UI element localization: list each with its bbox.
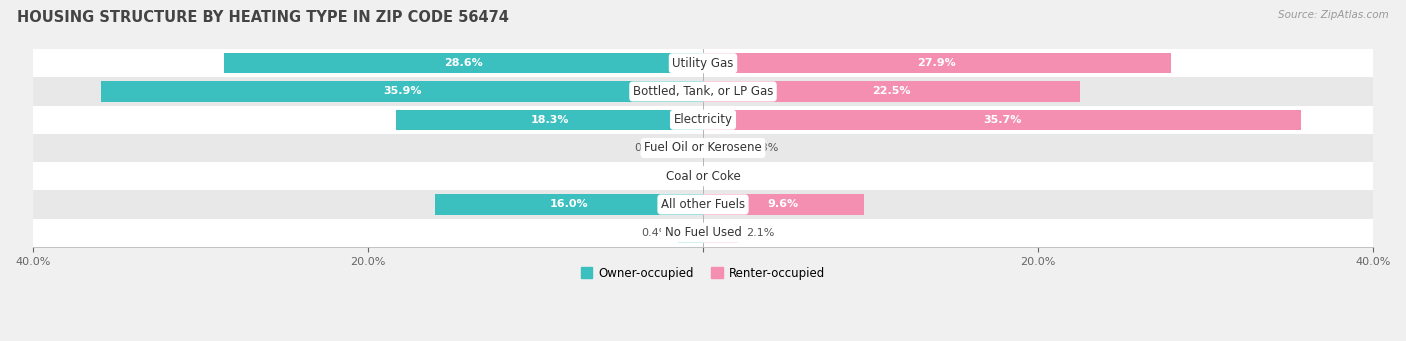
Text: 22.5%: 22.5% <box>872 87 911 97</box>
Bar <box>703 81 1080 102</box>
Bar <box>32 49 1374 77</box>
Bar <box>32 162 1374 190</box>
Bar <box>32 219 1374 247</box>
Text: 2.3%: 2.3% <box>749 143 779 153</box>
Bar <box>32 134 1374 162</box>
Bar <box>32 77 1374 106</box>
Text: 18.3%: 18.3% <box>530 115 569 125</box>
Bar <box>703 194 863 214</box>
Text: 0.0%: 0.0% <box>711 171 740 181</box>
Bar <box>703 109 1302 130</box>
Legend: Owner-occupied, Renter-occupied: Owner-occupied, Renter-occupied <box>576 262 830 284</box>
Text: 0.0%: 0.0% <box>666 171 695 181</box>
Bar <box>32 190 1374 219</box>
Text: HOUSING STRUCTURE BY HEATING TYPE IN ZIP CODE 56474: HOUSING STRUCTURE BY HEATING TYPE IN ZIP… <box>17 10 509 25</box>
Bar <box>678 138 703 158</box>
Bar <box>703 138 741 158</box>
Text: 35.9%: 35.9% <box>382 87 422 97</box>
Bar <box>32 106 1374 134</box>
Bar <box>678 223 703 243</box>
Text: 27.9%: 27.9% <box>917 58 956 68</box>
Text: 9.6%: 9.6% <box>768 199 799 209</box>
Text: 2.1%: 2.1% <box>747 228 775 238</box>
Bar <box>703 223 738 243</box>
Text: Fuel Oil or Kerosene: Fuel Oil or Kerosene <box>644 142 762 154</box>
Text: 28.6%: 28.6% <box>444 58 482 68</box>
Bar <box>434 194 703 214</box>
Text: All other Fuels: All other Fuels <box>661 198 745 211</box>
Text: Utility Gas: Utility Gas <box>672 57 734 70</box>
Text: 16.0%: 16.0% <box>550 199 588 209</box>
Text: Bottled, Tank, or LP Gas: Bottled, Tank, or LP Gas <box>633 85 773 98</box>
Text: Electricity: Electricity <box>673 113 733 126</box>
Text: Coal or Coke: Coal or Coke <box>665 170 741 183</box>
Bar <box>101 81 703 102</box>
Bar <box>396 109 703 130</box>
Text: 35.7%: 35.7% <box>983 115 1021 125</box>
Text: No Fuel Used: No Fuel Used <box>665 226 741 239</box>
Text: Source: ZipAtlas.com: Source: ZipAtlas.com <box>1278 10 1389 20</box>
Text: 0.4%: 0.4% <box>641 228 669 238</box>
Text: 0.93%: 0.93% <box>634 143 669 153</box>
Bar <box>224 53 703 73</box>
Bar <box>703 53 1171 73</box>
